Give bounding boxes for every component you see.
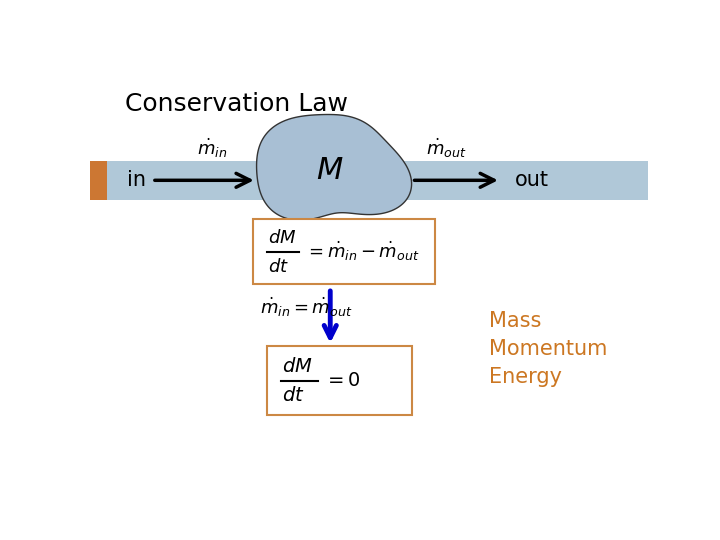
Text: Conservation Law: Conservation Law	[125, 92, 348, 116]
Text: $dM$: $dM$	[269, 228, 297, 247]
Bar	[266, 346, 412, 415]
Bar	[90, 161, 648, 200]
Bar	[90, 161, 107, 200]
Text: $= \dot{m}_{in} - \dot{m}_{out}$: $= \dot{m}_{in} - \dot{m}_{out}$	[305, 240, 420, 263]
Polygon shape	[256, 114, 412, 220]
Text: $dt$: $dt$	[282, 387, 305, 406]
Text: $\dot{m}_{in} = \dot{m}_{out}$: $\dot{m}_{in} = \dot{m}_{out}$	[261, 296, 353, 319]
Text: $\dot{m}_{out}$: $\dot{m}_{out}$	[426, 136, 467, 160]
Text: $\dot{m}_{in}$: $\dot{m}_{in}$	[197, 136, 228, 160]
Bar	[253, 219, 435, 284]
Text: $\mathit{M}$: $\mathit{M}$	[317, 156, 344, 185]
Text: out: out	[515, 170, 549, 190]
Text: $dt$: $dt$	[269, 258, 289, 276]
Text: in: in	[127, 170, 146, 190]
Text: Mass
Momentum
Energy: Mass Momentum Energy	[489, 311, 608, 387]
Text: $dM$: $dM$	[282, 357, 313, 376]
Text: $= 0$: $= 0$	[324, 371, 361, 390]
